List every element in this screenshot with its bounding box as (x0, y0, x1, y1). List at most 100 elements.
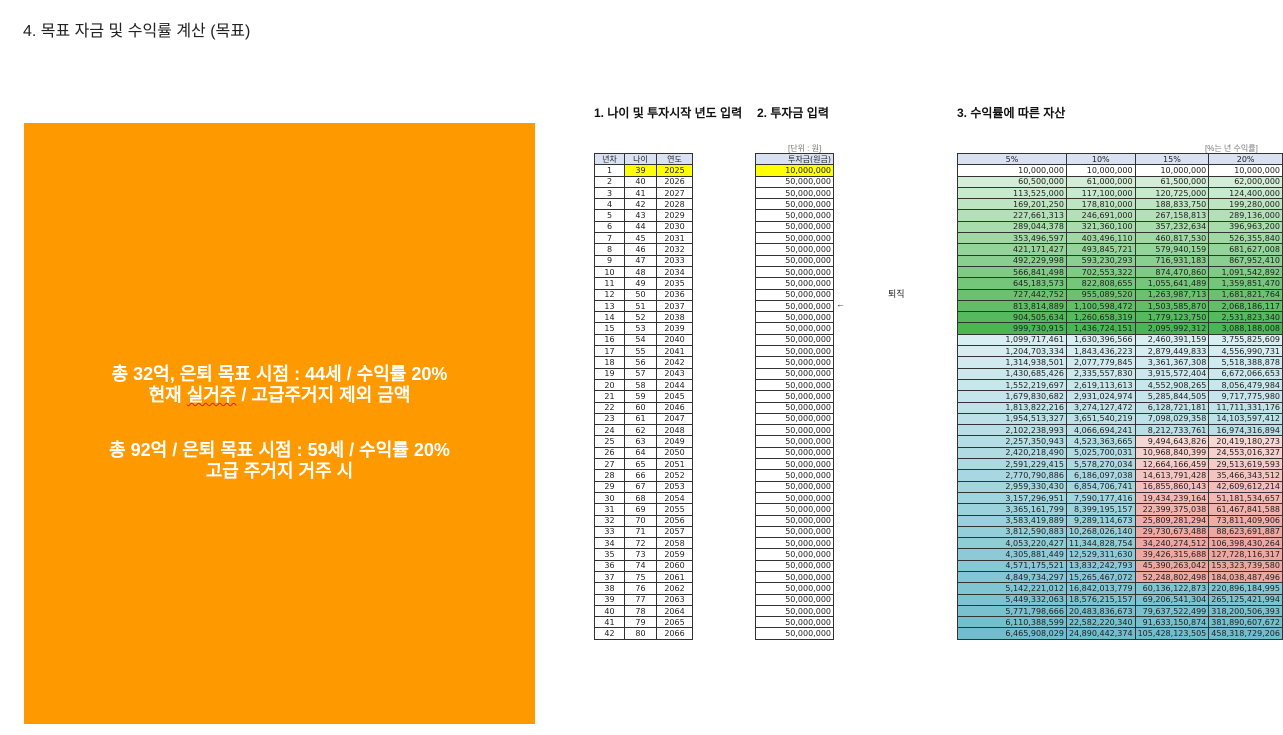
returns-table-row: 813,814,889 1,100,598,472 1,503,585,870 2,0… (957, 299, 1283, 313)
age-table-row: 12 50 2036 (594, 288, 693, 301)
returns-table-row: 1,552,219,697 2,619,113,613 4,552,908,265 8… (957, 378, 1283, 392)
return-cell-10: 13,832,242,793 (1065, 559, 1136, 572)
age-table-row: 6 44 2030 (594, 220, 693, 234)
return-cell-20: 14,103,597,412 (1208, 412, 1283, 426)
return-cell-20: 867,952,410 (1208, 254, 1283, 267)
age-table-row: 11 49 2035 (594, 277, 693, 290)
return-cell-20: 2,531,823,340 (1208, 311, 1283, 324)
age-table-row: 36 74 2060 (594, 559, 693, 572)
return-cell-15: 7,098,029,358 (1134, 412, 1210, 426)
age-table-row: 31 69 2055 (594, 503, 693, 516)
year-cell: 2048 (656, 424, 693, 437)
investment-cell: 50,000,000 (755, 570, 834, 584)
return-cell-5: 289,044,378 (957, 220, 1067, 234)
investment-table-row: 50,000,000 (755, 265, 834, 279)
header-period: 년차 (594, 152, 625, 166)
returns-table-row: 2,420,218,490 5,025,700,031 10,968,840,399… (957, 446, 1283, 460)
return-cell-20: 3,755,825,609 (1208, 333, 1283, 347)
year-cell: 2062 (656, 582, 693, 595)
return-cell-15: 39,426,315,688 (1134, 548, 1210, 561)
age-cell: 41 (624, 186, 657, 200)
investment-cell: 50,000,000 (755, 198, 834, 211)
return-cell-15: 267,158,813 (1134, 209, 1210, 222)
period-cell: 27 (594, 458, 625, 471)
return-cell-20: 1,359,851,470 (1208, 277, 1283, 290)
year-cell: 2043 (656, 367, 693, 380)
return-cell-10: 1,843,436,223 (1065, 345, 1136, 358)
period-cell: 39 (594, 593, 625, 606)
year-cell: 2063 (656, 593, 693, 606)
return-cell-20: 4,556,990,731 (1208, 345, 1283, 358)
return-cell-20: 289,136,000 (1208, 209, 1283, 222)
period-cell: 23 (594, 412, 625, 426)
investment-cell: 50,000,000 (755, 412, 834, 426)
age-cell: 58 (624, 378, 657, 392)
return-cell-15: 79,637,522,499 (1134, 604, 1210, 618)
return-cell-15: 61,500,000 (1134, 175, 1210, 188)
returns-table-row: 6,110,388,599 22,582,220,340 91,633,150,87… (957, 616, 1283, 629)
age-table-row: 34 72 2058 (594, 537, 693, 550)
returns-table: 5% 10% 15% 20% 10,000,000 10,000,000 10,00… (957, 152, 1283, 640)
period-cell: 40 (594, 604, 625, 618)
returns-table-row: 3,583,419,889 9,289,114,673 25,809,281,294… (957, 514, 1283, 527)
return-cell-10: 6,854,706,741 (1065, 480, 1136, 493)
investment-cell: 50,000,000 (755, 390, 834, 403)
return-cell-15: 2,879,449,833 (1134, 345, 1210, 358)
investment-table-row: 50,000,000 (755, 548, 834, 561)
age-cell: 60 (624, 401, 657, 414)
investment-cell: 50,000,000 (755, 333, 834, 347)
return-cell-5: 10,000,000 (957, 164, 1067, 177)
period-cell: 8 (594, 243, 625, 256)
investment-cell: 50,000,000 (755, 356, 834, 369)
returns-table-row: 4,053,220,427 11,344,828,754 34,240,274,51… (957, 537, 1283, 550)
age-table-row: 21 59 2045 (594, 390, 693, 403)
return-cell-10: 15,265,467,072 (1065, 570, 1136, 584)
return-cell-20: 396,963,200 (1208, 220, 1283, 234)
investment-table-row: 50,000,000 (755, 525, 834, 539)
age-cell: 46 (624, 243, 657, 256)
period-cell: 2 (594, 175, 625, 188)
age-table-row: 22 60 2046 (594, 401, 693, 414)
header-rate-20: 20% (1208, 152, 1283, 166)
year-cell: 2040 (656, 333, 693, 347)
return-cell-15: 1,503,585,870 (1134, 299, 1210, 313)
investment-unit-note: [단위 : 원] (788, 144, 822, 153)
return-cell-20: 127,728,116,317 (1208, 548, 1283, 561)
investment-table-row: 50,000,000 (755, 435, 834, 448)
period-cell: 15 (594, 322, 625, 335)
investment-cell: 50,000,000 (755, 232, 834, 245)
investment-table-row: 50,000,000 (755, 582, 834, 595)
investment-cell: 50,000,000 (755, 424, 834, 437)
year-cell: 2030 (656, 220, 693, 234)
age-table-row: 42 80 2066 (594, 627, 693, 640)
period-cell: 1 (594, 164, 625, 177)
age-cell: 45 (624, 232, 657, 245)
age-cell: 59 (624, 390, 657, 403)
investment-table-row: 50,000,000 (755, 593, 834, 606)
returns-table-row: 492,229,998 593,230,293 716,931,183 867,952… (957, 254, 1283, 267)
return-cell-5: 3,157,296,951 (957, 491, 1067, 505)
year-cell: 2034 (656, 265, 693, 279)
returns-table-row: 3,157,296,951 7,590,177,416 19,434,239,164… (957, 491, 1283, 505)
return-cell-20: 35,466,343,512 (1208, 469, 1283, 482)
investment-cell: 50,000,000 (755, 175, 834, 188)
period-cell: 26 (594, 446, 625, 460)
return-cell-15: 6,128,721,181 (1134, 401, 1210, 414)
header-investment: 투자금(원금) (755, 152, 834, 166)
return-cell-15: 5,285,844,505 (1134, 390, 1210, 403)
year-cell: 2065 (656, 616, 693, 629)
investment-table-row: 50,000,000 (755, 243, 834, 256)
return-cell-15: 60,136,122,873 (1134, 582, 1210, 595)
period-cell: 7 (594, 232, 625, 245)
age-table-header: 년차 나이 연도 (594, 152, 693, 166)
returns-table-row: 1,204,703,334 1,843,436,223 2,879,449,833 4… (957, 345, 1283, 358)
period-cell: 25 (594, 435, 625, 448)
period-cell: 24 (594, 424, 625, 437)
investment-cell: 50,000,000 (755, 277, 834, 290)
return-cell-20: 153,323,739,580 (1208, 559, 1283, 572)
return-cell-10: 117,100,000 (1065, 186, 1136, 200)
return-cell-20: 73,811,409,906 (1208, 514, 1283, 527)
year-cell: 2049 (656, 435, 693, 448)
age-cell: 79 (624, 616, 657, 629)
return-cell-5: 1,314,938,501 (957, 356, 1067, 369)
